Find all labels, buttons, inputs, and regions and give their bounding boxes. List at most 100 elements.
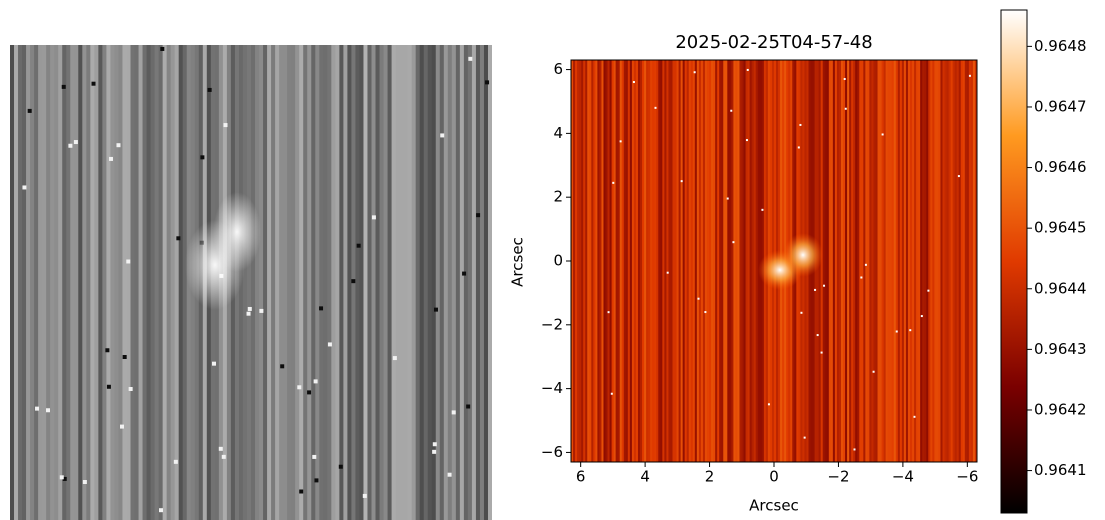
image-pixel: [173, 459, 178, 464]
image-column: [399, 45, 405, 520]
image-column: [601, 60, 604, 462]
image-column: [487, 45, 492, 520]
colorbar-tick-label: 0.9645: [1034, 219, 1087, 237]
image-column: [851, 60, 854, 462]
image-column: [684, 60, 688, 462]
y-tick-label: −6: [541, 443, 563, 461]
y-tick-label: −4: [541, 379, 563, 397]
image-pixel: [246, 311, 251, 316]
image-pixel: [704, 311, 707, 314]
image-column: [595, 60, 598, 462]
image-column: [721, 60, 724, 462]
image-column: [475, 45, 481, 520]
image-column: [146, 45, 152, 520]
image-column: [662, 60, 665, 462]
image-column: [407, 45, 413, 520]
image-column: [707, 60, 710, 462]
image-column: [891, 60, 895, 462]
image-column: [166, 45, 172, 520]
image-column: [885, 60, 889, 462]
image-column: [871, 60, 874, 462]
image-column: [619, 60, 623, 462]
image-column: [883, 60, 887, 462]
image-column: [110, 45, 115, 520]
image-pixel: [799, 123, 802, 126]
image-column: [859, 60, 862, 462]
image-pixel: [247, 306, 252, 311]
image-pixel: [307, 390, 312, 395]
image-column: [822, 60, 826, 462]
image-column: [930, 60, 933, 462]
image-column: [383, 45, 389, 520]
image-pixel: [59, 475, 64, 480]
image-column: [589, 60, 592, 462]
image-glow: [213, 192, 261, 272]
image-column: [853, 60, 856, 462]
image-column: [86, 45, 91, 520]
image-column: [672, 60, 676, 462]
image-pixel: [730, 109, 733, 112]
image-column: [605, 60, 609, 462]
image-pixel: [207, 87, 212, 92]
image-pixel: [909, 329, 912, 332]
image-column: [319, 45, 324, 520]
x-tick-label: 6: [576, 468, 586, 486]
colorbar-tick-label: 0.9641: [1034, 461, 1087, 479]
image-column: [571, 60, 574, 462]
image-column: [849, 60, 852, 462]
image-column: [727, 60, 730, 462]
image-pixel: [82, 480, 87, 485]
image-column: [411, 45, 417, 520]
image-pixel: [853, 448, 856, 451]
image-column: [577, 60, 580, 462]
image-pixel: [212, 361, 217, 366]
image-column: [751, 60, 755, 462]
image-column: [867, 60, 870, 462]
image-column: [715, 60, 718, 462]
image-panel: [571, 60, 977, 462]
image-column: [652, 60, 655, 462]
image-pixel: [362, 493, 367, 498]
image-column: [617, 60, 621, 462]
image-column: [863, 60, 866, 462]
x-tick-label: 4: [640, 468, 650, 486]
image-pixel: [476, 213, 481, 218]
image-pixel: [814, 288, 817, 291]
image-pixel: [176, 236, 181, 241]
image-column: [367, 45, 372, 520]
image-column: [54, 45, 59, 520]
image-column: [646, 60, 649, 462]
image-column: [948, 60, 952, 462]
image-column: [431, 45, 437, 520]
image-column: [682, 60, 686, 462]
image-pixel: [872, 370, 875, 373]
image-column: [26, 45, 31, 520]
image-pixel: [45, 408, 50, 413]
image-pixel: [351, 279, 356, 284]
image-pixel: [632, 81, 635, 84]
image-column: [287, 45, 292, 520]
image-panel: [10, 45, 492, 520]
image-column: [463, 45, 469, 520]
image-column: [845, 60, 848, 462]
image-column: [828, 60, 832, 462]
image-column: [861, 60, 864, 462]
image-column: [875, 60, 879, 462]
image-column: [158, 45, 164, 520]
image-pixel: [820, 351, 823, 354]
image-column: [307, 45, 312, 520]
image-column: [271, 45, 276, 520]
image-column: [102, 45, 107, 520]
image-column: [723, 60, 726, 462]
image-column: [447, 45, 453, 520]
image-glow: [783, 233, 823, 277]
image-column: [625, 60, 629, 462]
image-pixel: [864, 263, 867, 266]
image-column: [635, 60, 639, 462]
image-column: [719, 60, 722, 462]
image-pixel: [485, 80, 490, 85]
image-column: [66, 45, 71, 520]
image-column: [587, 60, 590, 462]
image-column: [263, 45, 268, 520]
image-column: [735, 60, 738, 462]
